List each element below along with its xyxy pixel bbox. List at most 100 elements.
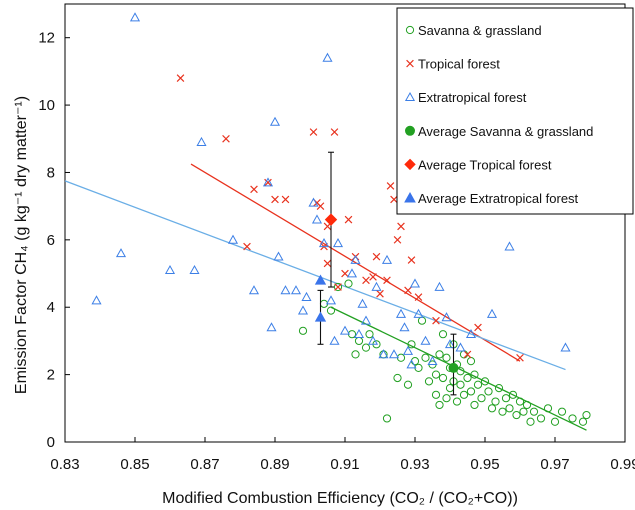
tropical-point bbox=[393, 236, 402, 244]
savanna-point bbox=[351, 350, 360, 359]
extratropical-point bbox=[378, 349, 389, 359]
savanna-point bbox=[505, 404, 514, 413]
average-markers bbox=[314, 151, 459, 396]
y-axis-ticks: 0 2 4 6 8 10 12 bbox=[38, 30, 70, 451]
extratropical-point bbox=[290, 285, 302, 295]
savanna-point bbox=[578, 417, 588, 426]
legend-avg-savanna-icon bbox=[405, 125, 415, 136]
tropical-point bbox=[474, 323, 482, 332]
savanna-point bbox=[431, 370, 441, 379]
savanna-point bbox=[445, 383, 455, 393]
extratropical-point bbox=[297, 305, 309, 315]
savanna-point bbox=[403, 380, 413, 389]
extratropical-point bbox=[350, 254, 361, 264]
extratropical-point bbox=[434, 281, 445, 291]
extratropical-point bbox=[441, 312, 452, 322]
savanna-point bbox=[361, 343, 371, 352]
y-tick-label: 2 bbox=[47, 367, 55, 384]
y-tick-label: 6 bbox=[47, 232, 55, 249]
savanna-point bbox=[529, 407, 539, 416]
extratropical-point bbox=[280, 285, 291, 295]
legend-avg-tropical-icon bbox=[404, 158, 416, 171]
extratropical-point bbox=[227, 234, 239, 244]
legend-label: Tropical forest bbox=[418, 57, 500, 72]
tropical-point bbox=[271, 195, 279, 204]
extratropical-point bbox=[196, 136, 207, 146]
extratropical-point bbox=[367, 335, 379, 345]
extratropical-point bbox=[413, 308, 424, 318]
tropical-point bbox=[344, 215, 353, 224]
legend-label: Average Savanna & grassland bbox=[418, 124, 593, 139]
extratropical-point bbox=[262, 177, 274, 187]
extratropical-point bbox=[164, 264, 176, 275]
fit-lines bbox=[64, 163, 587, 431]
savanna-point bbox=[515, 397, 525, 406]
extratropical-point bbox=[301, 291, 312, 301]
tropical-point bbox=[369, 273, 377, 281]
y-tick-label: 0 bbox=[47, 434, 55, 451]
tropical-point bbox=[264, 178, 272, 187]
y-tick-label: 10 bbox=[38, 97, 55, 114]
savanna-point bbox=[333, 282, 343, 292]
savanna-point bbox=[470, 400, 479, 410]
savanna-point bbox=[452, 397, 462, 406]
x-tick-label: 0.89 bbox=[260, 456, 289, 473]
savanna-point bbox=[473, 380, 483, 389]
tropical-point bbox=[281, 195, 290, 204]
tropical-point bbox=[176, 74, 185, 82]
extratropical-point bbox=[318, 237, 330, 248]
savanna-point bbox=[526, 417, 535, 426]
tropical-point bbox=[222, 134, 230, 143]
legend-avg-extratropical-icon bbox=[404, 191, 416, 203]
y-tick-label: 4 bbox=[47, 299, 55, 316]
x-axis-ticks: 0.83 0.85 0.87 0.89 0.91 0.93 0.95 0.97 0.99 bbox=[50, 437, 635, 473]
savanna-point bbox=[417, 316, 427, 325]
data-points bbox=[91, 12, 591, 426]
savanna-point bbox=[431, 390, 441, 399]
extratropical-point bbox=[360, 315, 372, 325]
tropical-point bbox=[250, 185, 258, 194]
extratropical-point bbox=[399, 322, 410, 332]
extratropical-point bbox=[420, 335, 431, 345]
tropical-point bbox=[397, 222, 405, 231]
savanna-point bbox=[557, 407, 567, 416]
savanna-point bbox=[536, 414, 546, 423]
savanna-point bbox=[519, 407, 528, 416]
extratropical-point bbox=[308, 197, 319, 207]
extratropical-point bbox=[444, 339, 456, 349]
extratropical-point bbox=[266, 322, 277, 332]
extratropical-point bbox=[402, 345, 414, 355]
extratropical-point bbox=[409, 278, 421, 288]
extratropical-point bbox=[91, 295, 102, 305]
avg-savanna-marker bbox=[448, 362, 459, 373]
y-axis-title: Emission Factor CH₄ (g kg⁻¹ dry matter⁻¹… bbox=[13, 96, 30, 394]
legend-tropical-icon bbox=[406, 59, 414, 68]
y-tick-label: 12 bbox=[38, 30, 55, 47]
savanna-point bbox=[477, 394, 486, 403]
extratropical-point bbox=[273, 251, 284, 261]
legend-box bbox=[396, 7, 634, 215]
savanna-point bbox=[365, 330, 374, 339]
savanna-point bbox=[382, 414, 392, 423]
tropical-point bbox=[362, 276, 370, 285]
savanna-point bbox=[407, 340, 416, 349]
tropical-point bbox=[372, 252, 381, 261]
tropical-point bbox=[386, 182, 395, 190]
x-tick-label: 0.85 bbox=[120, 456, 149, 473]
x-tick-label: 0.87 bbox=[190, 456, 219, 473]
extratropical-point bbox=[248, 285, 260, 295]
tropical-point bbox=[243, 242, 251, 251]
extratropical-point bbox=[325, 295, 337, 305]
tropical-point bbox=[463, 350, 472, 359]
x-tick-label: 0.83 bbox=[50, 456, 79, 473]
x-tick-label: 0.99 bbox=[610, 456, 635, 473]
x-tick-label: 0.93 bbox=[400, 456, 429, 473]
extratropical-point bbox=[311, 214, 323, 224]
extratropical-point bbox=[353, 328, 365, 339]
extratropical-point bbox=[346, 268, 358, 278]
savanna-point bbox=[459, 390, 469, 399]
savanna-point bbox=[326, 306, 336, 315]
legend-extratropical-icon bbox=[404, 91, 416, 102]
savanna-point bbox=[442, 394, 451, 403]
extratropical-point bbox=[329, 335, 340, 345]
